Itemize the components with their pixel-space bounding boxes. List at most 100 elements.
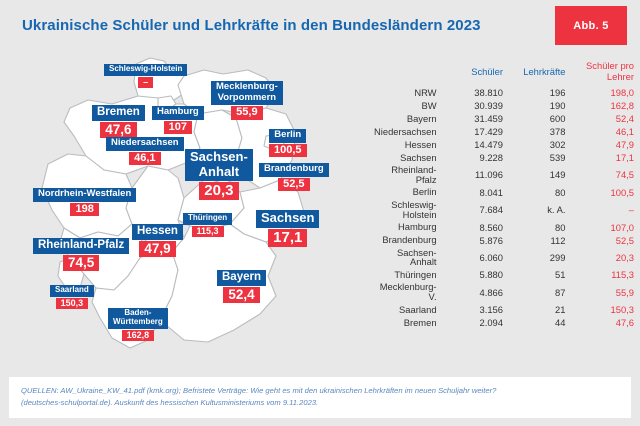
map-label-name: Hessen xyxy=(132,224,183,240)
table-row: Mecklenburg-V. 4.866 87 55,9 xyxy=(372,281,634,303)
map-label-value: 52,4 xyxy=(223,286,260,304)
germany-map-container: Schleswig-Holstein – Mecklenburg- Vorpom… xyxy=(8,52,368,382)
table-row: Hessen 14.479 302 47,9 xyxy=(372,138,634,151)
table-row: Sachsen 9.228 539 17,1 xyxy=(372,151,634,164)
row-schueler: 17.429 xyxy=(474,126,503,137)
row-label: Niedersachsen xyxy=(374,125,437,137)
map-label-bayern: Bayern 52,4 xyxy=(217,270,266,304)
row-label: Hamburg xyxy=(397,221,437,233)
row-schueler: 7.684 xyxy=(479,204,503,216)
row-label: Hessen xyxy=(404,138,437,150)
map-label-value: 115,3 xyxy=(191,225,224,238)
sources-line-1: QUELLEN: AW_Ukraine_KW_41.pdf (kmk.org);… xyxy=(21,386,497,396)
map-label-name: Rheinland-Pfalz xyxy=(33,238,130,254)
map-label-value: 47,9 xyxy=(139,240,176,258)
map-label-niedersachsen: Niedersachsen 46,1 xyxy=(106,137,184,166)
row-lehrkraefte: k. A. xyxy=(547,204,566,216)
row-lehrkraefte: 299 xyxy=(549,251,566,263)
row-label: Berlin xyxy=(412,186,437,198)
row-lehrkraefte: 44 xyxy=(555,317,566,328)
map-label-name: Mecklenburg- Vorpommern xyxy=(211,81,283,106)
map-label-hessen: Hessen 47,9 xyxy=(132,224,183,258)
map-label-bremen: Bremen 47,6 xyxy=(92,105,145,139)
map-label-name: Nordrhein-Westfalen xyxy=(33,188,137,202)
map-label-value: 55,9 xyxy=(231,106,263,120)
table-row: Brandenburg 5.876 112 52,5 xyxy=(372,234,634,247)
row-label: Rheinland-Pfalz xyxy=(391,164,437,185)
data-table: Schüler Lehrkräfte Schüler pro Lehrer NR… xyxy=(372,60,634,329)
row-ratio: – xyxy=(628,204,634,216)
map-label-name: Baden- Württemberg xyxy=(108,308,168,329)
map-label-sachsen: Sachsen 17,1 xyxy=(256,210,320,247)
table-row: Thüringen 5.880 51 115,3 xyxy=(372,268,634,281)
row-label: BW xyxy=(421,99,437,111)
map-label-value: 162,8 xyxy=(121,329,155,342)
row-lehrkraefte: 80 xyxy=(555,221,566,233)
map-label-value: 20,3 xyxy=(199,182,239,201)
map-label-berlin: Berlin 100,5 xyxy=(269,129,307,158)
row-schueler: 11.096 xyxy=(475,169,503,181)
data-table-container: Schüler Lehrkräfte Schüler pro Lehrer NR… xyxy=(372,60,634,329)
row-schueler: 14.479 xyxy=(474,139,503,150)
map-label-name: Thüringen xyxy=(183,213,233,225)
map-label-brandenburg: Brandenburg 52,5 xyxy=(259,163,329,192)
row-lehrkraefte: 21 xyxy=(555,304,566,315)
row-ratio: 52,5 xyxy=(615,234,634,246)
map-label-thueringen: Thüringen 115,3 xyxy=(183,213,233,238)
table-row: Berlin 8.041 80 100,5 xyxy=(372,186,634,199)
table-row: Sachsen-Anhalt 6.060 299 20,3 xyxy=(372,247,634,269)
map-label-value: 17,1 xyxy=(268,228,308,247)
map-label-value: 107 xyxy=(163,120,193,135)
sources-line-2: (deutsches-schulportal.de). Auskunft des… xyxy=(21,398,319,408)
row-label: Mecklenburg-V. xyxy=(379,281,437,303)
map-label-value: 74,5 xyxy=(62,254,100,272)
row-lehrkraefte: 149 xyxy=(549,169,566,181)
row-lehrkraefte: 51 xyxy=(555,269,566,281)
map-label-sachsen-anhalt: Sachsen- Anhalt 20,3 xyxy=(185,149,253,201)
row-label: Sachsen-Anhalt xyxy=(396,246,437,268)
map-label-value: 52,5 xyxy=(278,177,310,192)
row-schueler: 2.094 xyxy=(479,317,503,328)
row-schueler: 5.880 xyxy=(479,269,503,281)
column-header-schueler: Schüler xyxy=(471,65,503,77)
map-label-mecklenburg-vorpommern: Mecklenburg- Vorpommern 55,9 xyxy=(211,81,283,120)
row-ratio: 52,4 xyxy=(615,113,634,124)
map-label-name: Sachsen xyxy=(256,210,320,228)
sources-footer: QUELLEN: AW_Ukraine_KW_41.pdf (kmk.org);… xyxy=(9,377,631,418)
row-lehrkraefte: 190 xyxy=(549,100,566,111)
map-label-value: 100,5 xyxy=(269,143,307,158)
row-ratio: 74,5 xyxy=(615,169,634,181)
column-header-ratio: Schüler pro Lehrer xyxy=(586,60,634,82)
row-lehrkraefte: 112 xyxy=(550,234,566,246)
row-schueler: 8.041 xyxy=(479,186,503,198)
table-row: Schleswig- Holstein 7.684 k. A. – xyxy=(372,199,634,221)
map-label-rheinland-pfalz: Rheinland-Pfalz 74,5 xyxy=(33,238,130,272)
row-ratio: 198,0 xyxy=(610,87,634,98)
row-schueler: 8.560 xyxy=(479,221,503,233)
map-label-value: 46,1 xyxy=(129,151,161,166)
map-label-name: Brandenburg xyxy=(259,163,329,177)
table-header-row: Schüler Lehrkräfte Schüler pro Lehrer xyxy=(372,60,634,86)
map-label-nordrhein-westfalen: Nordrhein-Westfalen 198 xyxy=(33,188,137,217)
map-label-name: Sachsen- Anhalt xyxy=(185,149,253,182)
row-ratio: 47,6 xyxy=(615,317,634,328)
figure-badge: Abb. 5 xyxy=(555,6,627,45)
map-label-schleswig-holstein: Schleswig-Holstein – xyxy=(104,64,188,89)
column-header-lehrkraefte: Lehrkräfte xyxy=(523,65,566,77)
map-label-value: 198 xyxy=(70,202,99,217)
map-label-baden-wuerttemberg: Baden- Württemberg 162,8 xyxy=(108,308,168,342)
row-schueler: 6.060 xyxy=(479,251,503,263)
map-label-name: Bremen xyxy=(92,105,145,121)
row-lehrkraefte: 539 xyxy=(549,152,566,163)
row-label: Saarland xyxy=(399,303,437,315)
page-title: Ukrainische Schüler und Lehrkräfte in de… xyxy=(22,17,481,34)
row-ratio: 46,1 xyxy=(615,126,634,137)
row-label: Bayern xyxy=(406,112,437,124)
row-lehrkraefte: 196 xyxy=(549,87,566,98)
row-ratio: 20,3 xyxy=(615,251,634,263)
row-label: Sachsen xyxy=(400,151,437,163)
row-ratio: 107,0 xyxy=(610,221,634,233)
row-label: Schleswig- Holstein xyxy=(391,198,437,220)
map-label-name: Saarland xyxy=(50,285,94,297)
map-label-value: 47,6 xyxy=(100,121,137,139)
